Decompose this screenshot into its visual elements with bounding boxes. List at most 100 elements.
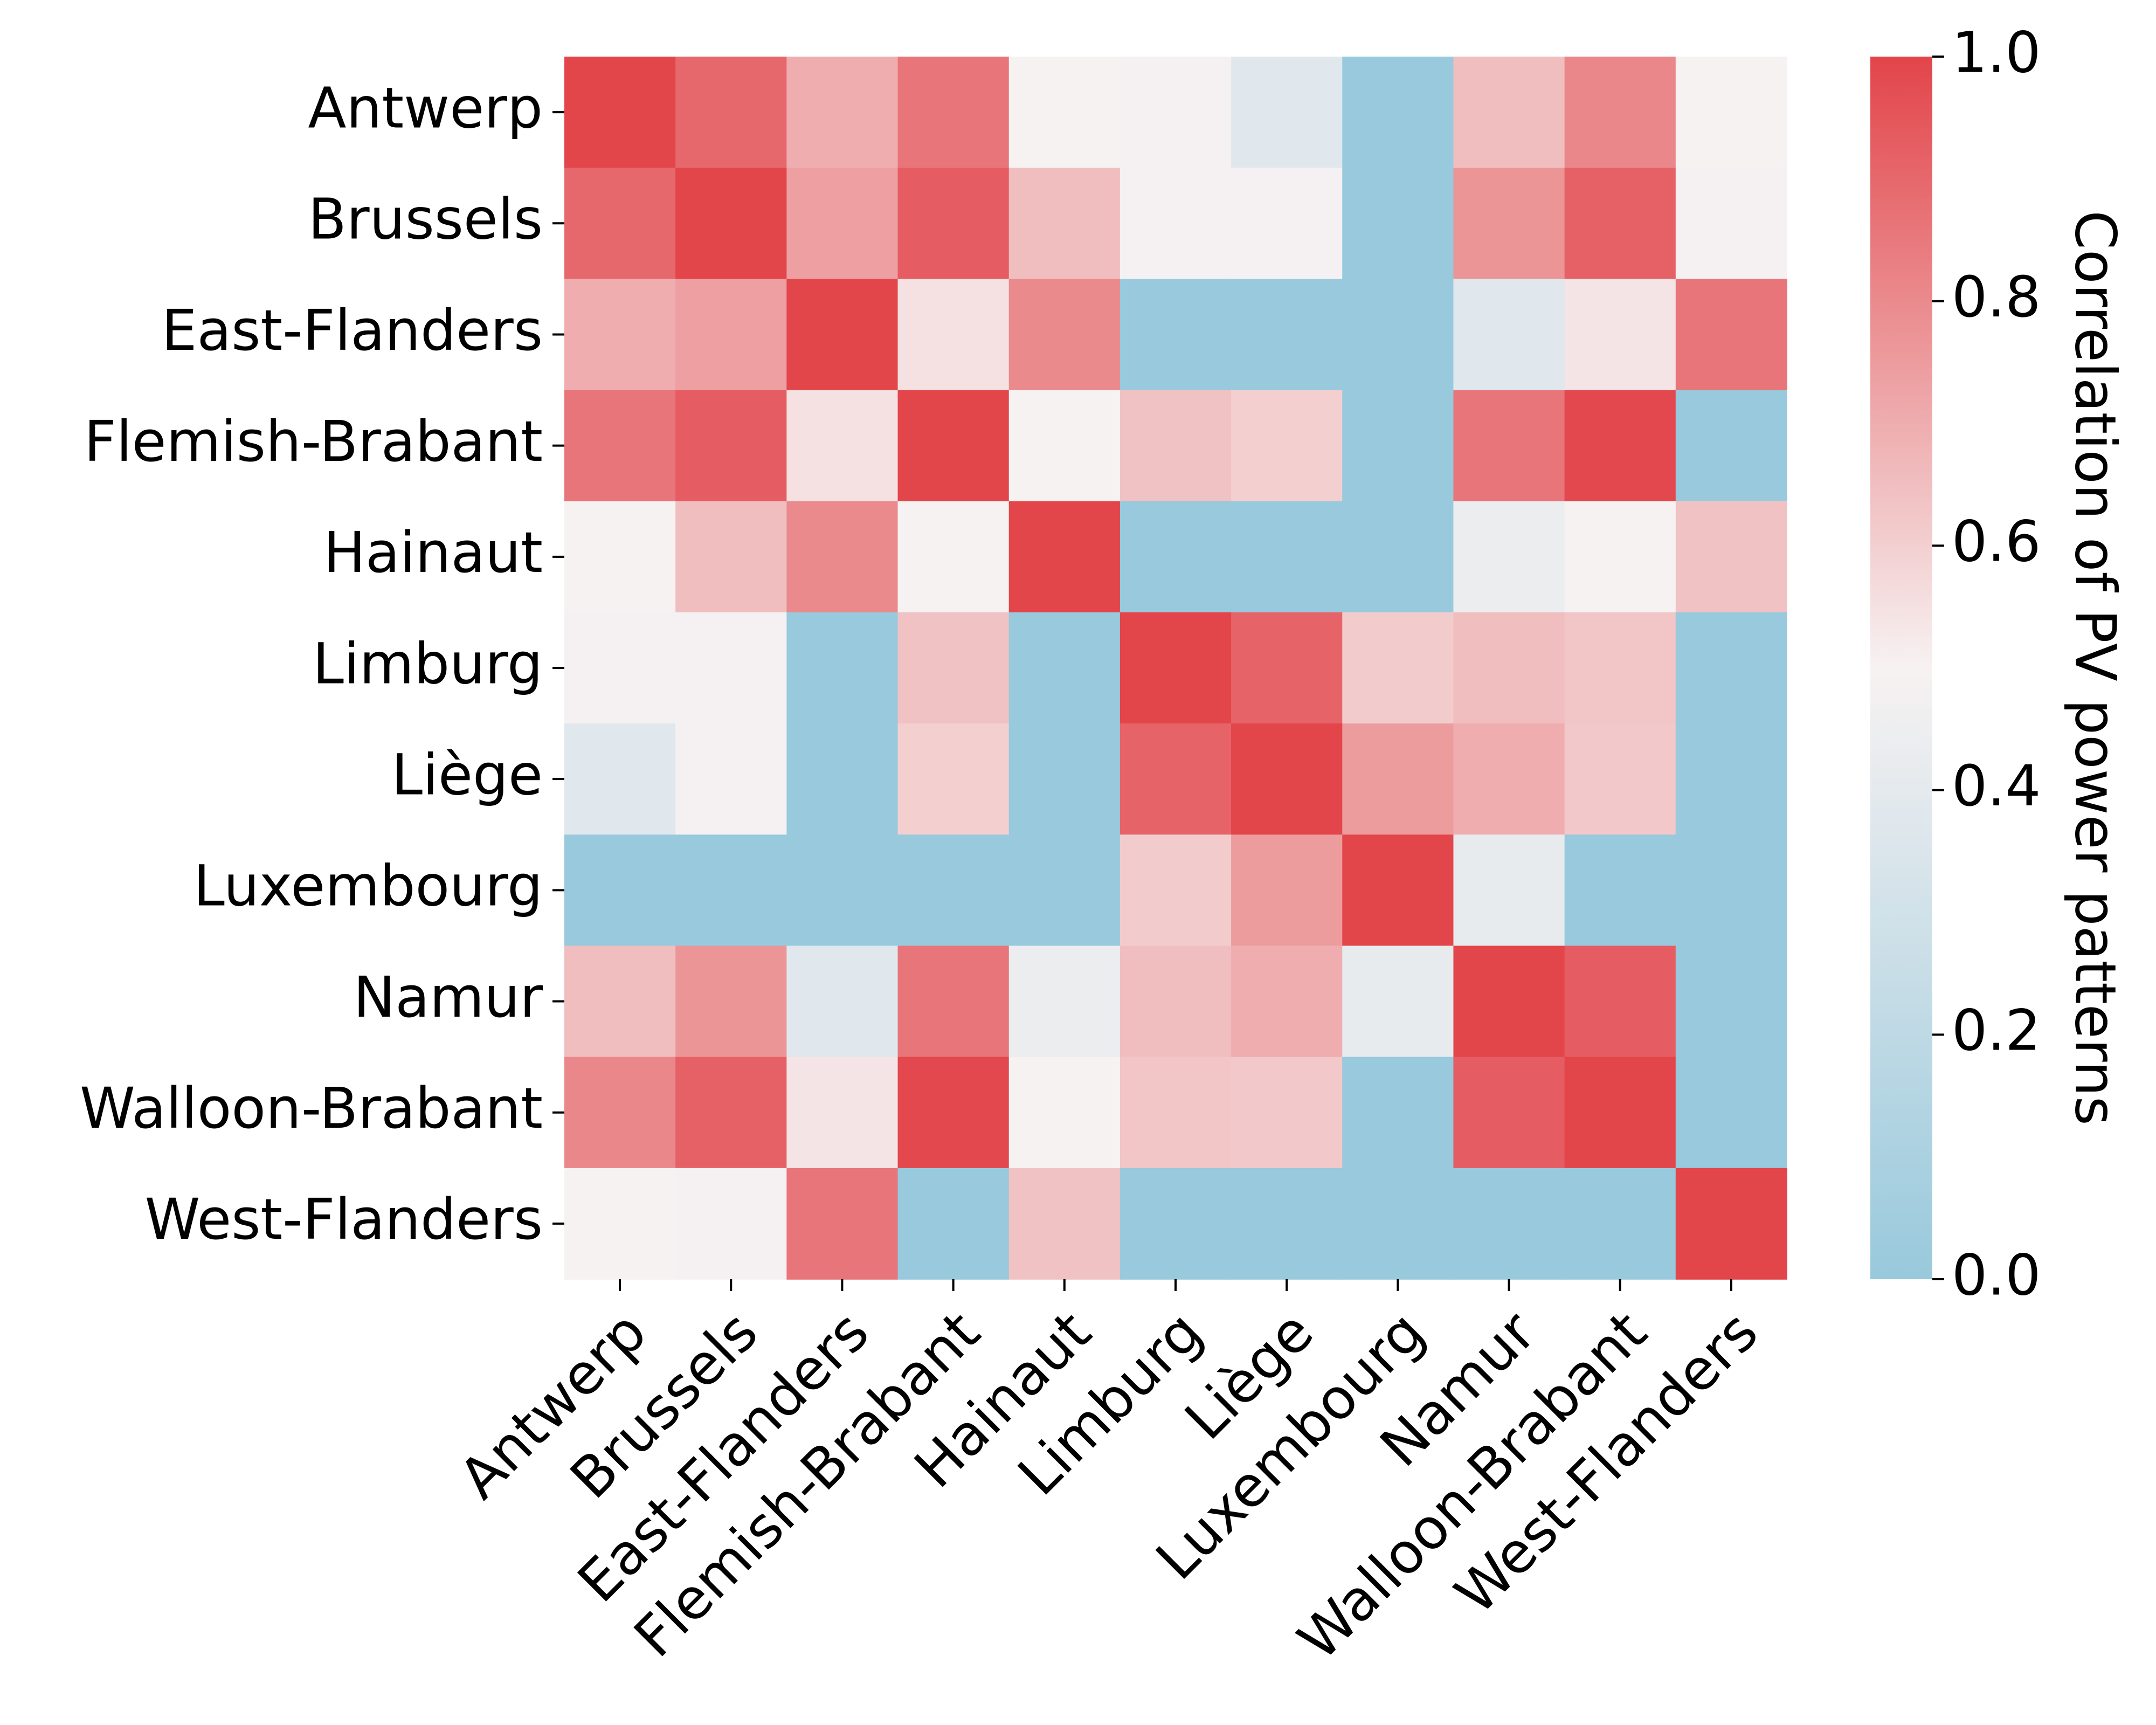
heatmap-cell (564, 390, 676, 502)
heatmap-cell (1120, 501, 1232, 613)
heatmap-cell (1120, 834, 1232, 947)
x-axis-labels: AntwerpBrusselsEast-FlandersFlemish-Brab… (446, 1279, 1770, 1673)
y-tick-label: Liège (391, 742, 543, 808)
heatmap-cell (1231, 723, 1343, 836)
heatmap-cell (1231, 390, 1343, 502)
heatmap-cell (897, 723, 1010, 836)
heatmap-cell (1675, 168, 1787, 280)
y-axis-labels: Antwerp Brussels East-Flanders Flemish-Brab… (80, 75, 564, 1252)
heatmap-cell (1675, 834, 1787, 947)
heatmap-cell (1120, 612, 1232, 724)
heatmap-cell (675, 834, 787, 947)
heatmap-cell (564, 1057, 676, 1169)
colorbar-tick-label: 0.8 (1952, 264, 2041, 330)
heatmap-cell (786, 57, 899, 168)
heatmap-cell (1564, 390, 1676, 502)
heatmap-cell (1453, 168, 1565, 280)
heatmap-cell (1453, 501, 1565, 613)
heatmap-cell (1008, 57, 1121, 168)
y-tick-label: East-Flanders (162, 298, 543, 363)
heatmap-cell (1120, 723, 1232, 836)
heatmap-cell (1564, 57, 1676, 168)
heatmap-cell (1675, 612, 1787, 724)
heatmap-cell (897, 501, 1010, 613)
heatmap-cell (1120, 168, 1232, 280)
heatmap-cell (1008, 946, 1121, 1058)
heatmap-cell (1564, 168, 1676, 280)
heatmap-cell (1008, 612, 1121, 724)
heatmap-cell (1120, 390, 1232, 502)
heatmap-cell (675, 168, 787, 280)
heatmap-cell (564, 168, 676, 280)
heatmap-cell (1342, 168, 1454, 280)
heatmap-cell (564, 946, 676, 1058)
colorbar-tick-label: 0.6 (1952, 509, 2041, 575)
heatmap-cell (1008, 501, 1121, 613)
heatmap-cell (1675, 723, 1787, 836)
heatmap-cell (786, 723, 899, 836)
heatmap-cell (1231, 57, 1343, 168)
heatmap-cell (1231, 279, 1343, 391)
colorbar-tick-label: 0.4 (1952, 753, 2041, 819)
heatmap-cell (1564, 279, 1676, 391)
heatmap-cell (897, 1168, 1010, 1280)
colorbar-tick-label: 1.0 (1952, 19, 2041, 85)
heatmap-cell (1342, 612, 1454, 724)
heatmap-cell (1008, 723, 1121, 836)
heatmap-cell (1008, 168, 1121, 280)
heatmap-cell (1008, 390, 1121, 502)
heatmap-cell (1008, 279, 1121, 391)
heatmap-cell (564, 501, 676, 613)
heatmap-cell (897, 279, 1010, 391)
heatmap-cell (897, 57, 1010, 168)
heatmap-cell (1342, 390, 1454, 502)
heatmap-cell (1564, 1168, 1676, 1280)
heatmap-cell (675, 57, 787, 168)
heatmap-cell (1675, 1168, 1787, 1280)
heatmap-cell (1453, 612, 1565, 724)
heatmap-cell (897, 834, 1010, 947)
heatmap-cell (1120, 1057, 1232, 1169)
colorbar-ticks: 0.0 0.2 0.4 0.6 0.8 1.0 (1932, 19, 2041, 1308)
heatmap-cell (1564, 501, 1676, 613)
heatmap-cell (564, 612, 676, 724)
heatmap-cell (675, 1168, 787, 1280)
heatmap-cell (564, 1168, 676, 1280)
colorbar-tick-label: 0.2 (1952, 998, 2041, 1064)
heatmap-cell (1675, 57, 1787, 168)
heatmap-cell (1342, 946, 1454, 1058)
heatmap-cell (675, 279, 787, 391)
heatmap-cell (1342, 834, 1454, 947)
heatmap-cell (675, 1057, 787, 1169)
heatmap-cell (897, 390, 1010, 502)
y-tick-label: Luxembourg (194, 853, 543, 919)
heatmap-cell (1231, 501, 1343, 613)
heatmap-cell (1342, 1168, 1454, 1280)
heatmap-cell (675, 723, 787, 836)
heatmap-cell (1564, 1057, 1676, 1169)
heatmap-cell (564, 57, 676, 168)
heatmap-cell (564, 723, 676, 836)
heatmap-cell (1342, 501, 1454, 613)
heatmap-cell (675, 946, 787, 1058)
heatmap-cell (786, 501, 899, 613)
heatmap-cell (897, 168, 1010, 280)
y-tick-label: Antwerp (308, 75, 543, 141)
heatmap-cell (1675, 279, 1787, 391)
heatmap-cell (1342, 723, 1454, 836)
heatmap-cell (897, 1057, 1010, 1169)
heatmap-cell (1008, 834, 1121, 947)
heatmap-cell (1342, 57, 1454, 168)
heatmap-cell (1120, 279, 1232, 391)
heatmap-cell (1008, 1057, 1121, 1169)
heatmap-cell (786, 1168, 899, 1280)
heatmap-cell (1675, 501, 1787, 613)
heatmap-cell (1675, 390, 1787, 502)
y-tick-label: West-Flanders (144, 1186, 543, 1252)
heatmap-cell (786, 279, 899, 391)
heatmap-cell (1231, 1057, 1343, 1169)
heatmap-cell (1453, 834, 1565, 947)
heatmap-cell (1453, 390, 1565, 502)
heatmap-cell (675, 501, 787, 613)
